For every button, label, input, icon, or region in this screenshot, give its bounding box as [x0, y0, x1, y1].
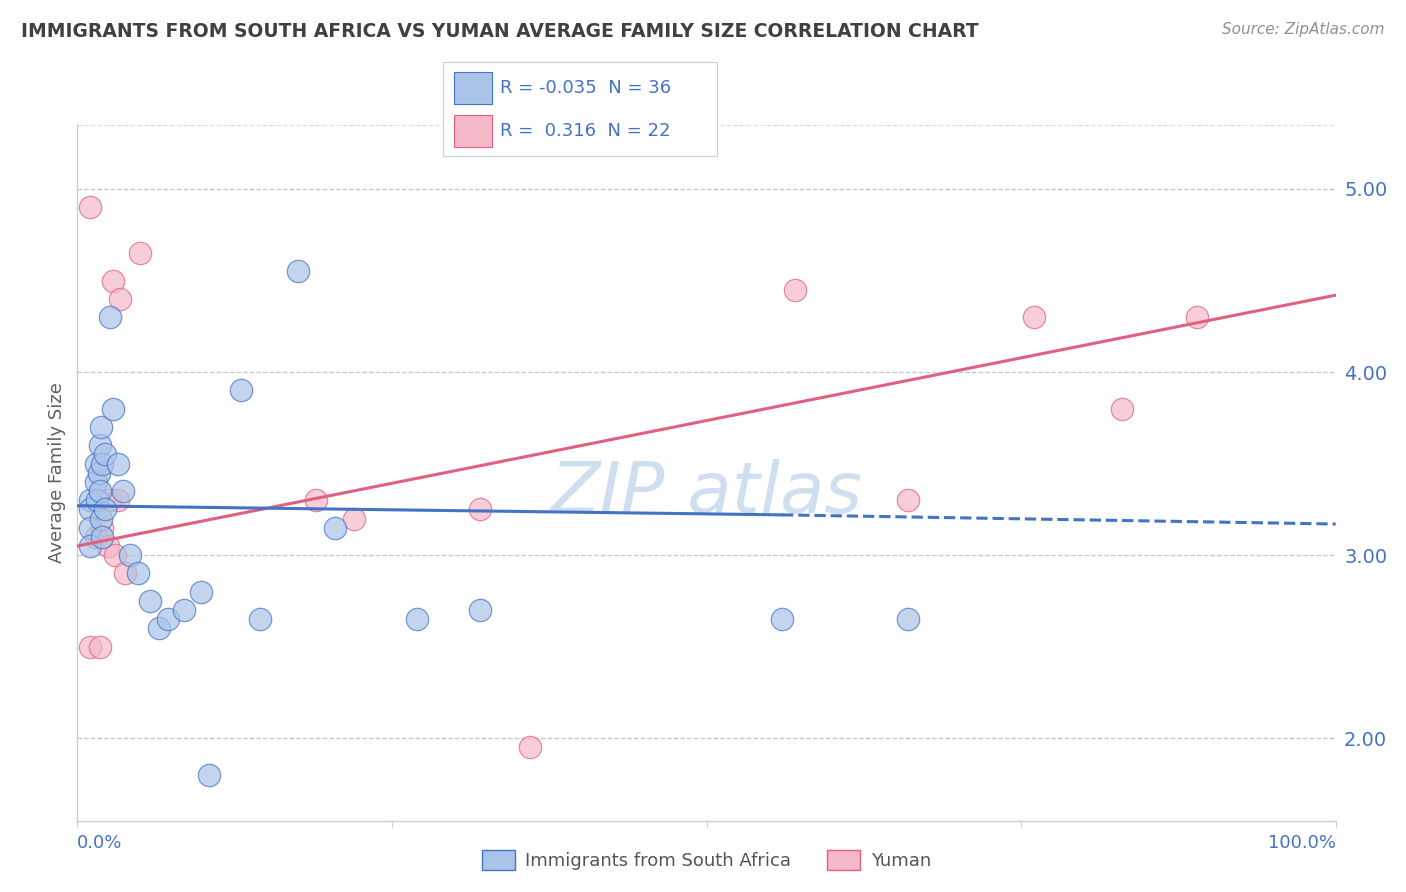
- Point: [156, 612, 179, 626]
- Point: [107, 493, 129, 508]
- Point: [104, 548, 127, 562]
- Point: [249, 612, 271, 626]
- Point: [198, 768, 221, 782]
- Point: [89, 438, 111, 452]
- Point: [519, 740, 541, 755]
- Point: [91, 530, 114, 544]
- Text: 100.0%: 100.0%: [1268, 834, 1336, 852]
- Point: [79, 200, 101, 214]
- Point: [96, 539, 118, 553]
- Point: [173, 603, 195, 617]
- Point: [114, 566, 136, 581]
- Point: [79, 539, 101, 553]
- Point: [98, 310, 121, 325]
- Text: 0.0%: 0.0%: [77, 834, 122, 852]
- Point: [101, 401, 124, 416]
- Point: [90, 511, 112, 525]
- Point: [323, 521, 346, 535]
- Point: [91, 457, 114, 471]
- Point: [770, 612, 793, 626]
- Point: [107, 457, 129, 471]
- Point: [127, 566, 149, 581]
- Text: R = -0.035  N = 36: R = -0.035 N = 36: [501, 78, 672, 96]
- Text: Source: ZipAtlas.com: Source: ZipAtlas.com: [1222, 22, 1385, 37]
- Point: [190, 584, 212, 599]
- Point: [148, 621, 170, 635]
- Text: ZIP atlas: ZIP atlas: [551, 459, 862, 528]
- Point: [89, 484, 111, 499]
- Point: [84, 457, 107, 471]
- Point: [343, 511, 366, 525]
- Point: [406, 612, 429, 626]
- Legend: Immigrants from South Africa, Yuman: Immigrants from South Africa, Yuman: [475, 842, 938, 878]
- Point: [783, 283, 806, 297]
- Point: [287, 264, 309, 278]
- Point: [1022, 310, 1045, 325]
- Point: [90, 420, 112, 434]
- Point: [139, 594, 162, 608]
- Point: [1111, 401, 1133, 416]
- Point: [94, 502, 117, 516]
- Point: [79, 640, 101, 654]
- Point: [79, 493, 101, 508]
- Point: [89, 640, 111, 654]
- Point: [1187, 310, 1209, 325]
- Point: [101, 273, 124, 287]
- Point: [468, 502, 491, 516]
- Point: [108, 292, 131, 306]
- Point: [897, 493, 920, 508]
- Point: [84, 530, 107, 544]
- Bar: [454, 115, 492, 147]
- Point: [86, 493, 108, 508]
- Point: [129, 246, 152, 260]
- Point: [468, 603, 491, 617]
- Point: [79, 521, 101, 535]
- Point: [229, 384, 252, 398]
- Point: [120, 548, 142, 562]
- Point: [87, 466, 110, 480]
- Point: [84, 475, 107, 489]
- Point: [305, 493, 328, 508]
- Y-axis label: Average Family Size: Average Family Size: [48, 383, 66, 563]
- Point: [897, 612, 920, 626]
- Bar: [454, 72, 492, 103]
- Text: IMMIGRANTS FROM SOUTH AFRICA VS YUMAN AVERAGE FAMILY SIZE CORRELATION CHART: IMMIGRANTS FROM SOUTH AFRICA VS YUMAN AV…: [21, 22, 979, 41]
- Point: [111, 484, 134, 499]
- Text: R =  0.316  N = 22: R = 0.316 N = 22: [501, 122, 671, 140]
- Point: [98, 493, 121, 508]
- Point: [91, 521, 114, 535]
- Point: [79, 502, 101, 516]
- Point: [94, 447, 117, 461]
